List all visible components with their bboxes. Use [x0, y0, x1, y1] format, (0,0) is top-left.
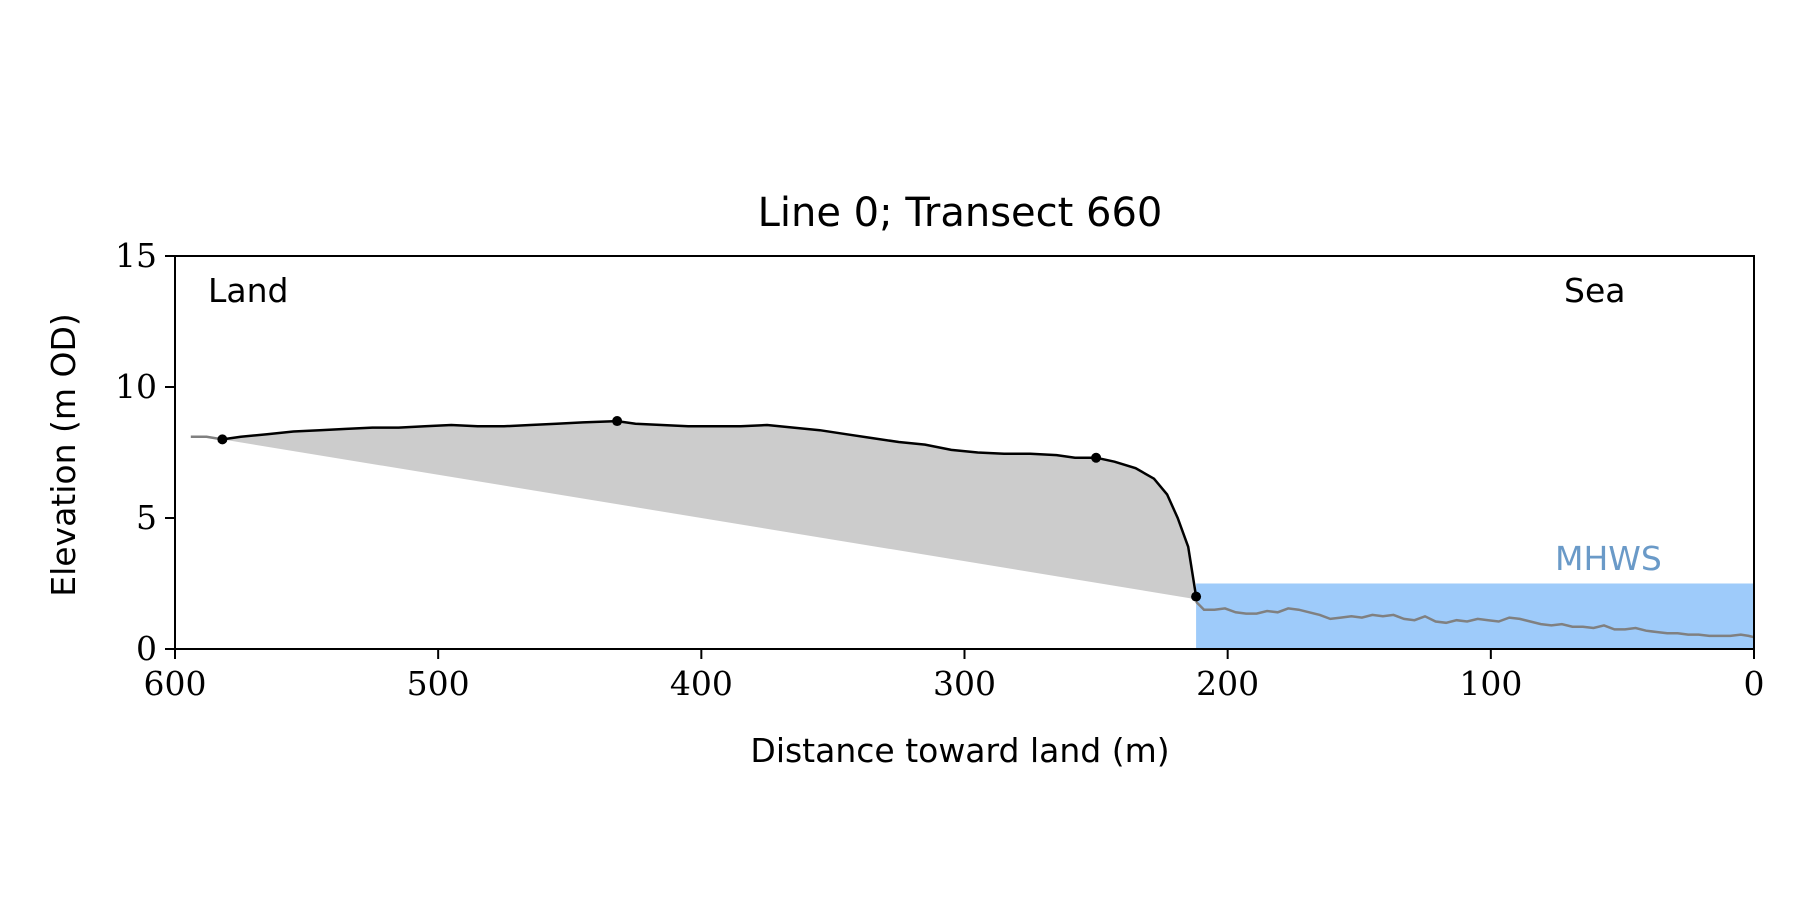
- sea-annotation: Sea: [1564, 271, 1625, 310]
- land-annotation: Land: [208, 271, 288, 310]
- x-tick-label: 500: [407, 664, 470, 703]
- x-tick-label: 400: [670, 664, 733, 703]
- mhws-water-band: [1196, 583, 1754, 649]
- x-tick-label: 600: [144, 664, 207, 703]
- profile-markers: [217, 416, 1202, 602]
- chart-title: Line 0; Transect 660: [758, 190, 1163, 236]
- y-axis-ticks: 0 5 10 15: [115, 236, 175, 668]
- mhws-annotation: MHWS: [1555, 539, 1662, 578]
- elevation-difference-fill: [222, 421, 1197, 600]
- x-tick-label: 100: [1459, 664, 1522, 703]
- x-axis-ticks: 600 500 400 300 200 100 0: [144, 649, 1765, 703]
- y-tick-label: 15: [115, 236, 157, 275]
- x-axis-label: Distance toward land (m): [750, 731, 1169, 770]
- y-axis-label: Elevation (m OD): [44, 313, 83, 597]
- x-tick-label: 200: [1196, 664, 1259, 703]
- profile-marker: [217, 434, 228, 445]
- grey-profile-line: [190, 435, 1755, 639]
- y-tick-label: 10: [115, 367, 157, 406]
- plot-area: [190, 416, 1755, 649]
- x-tick-label: 0: [1744, 664, 1765, 703]
- x-tick-label: 300: [933, 664, 996, 703]
- y-tick-label: 0: [136, 629, 157, 668]
- profile-marker: [1191, 591, 1202, 602]
- profile-marker: [612, 416, 623, 427]
- y-tick-label: 5: [136, 498, 157, 537]
- profile-marker: [1091, 452, 1102, 463]
